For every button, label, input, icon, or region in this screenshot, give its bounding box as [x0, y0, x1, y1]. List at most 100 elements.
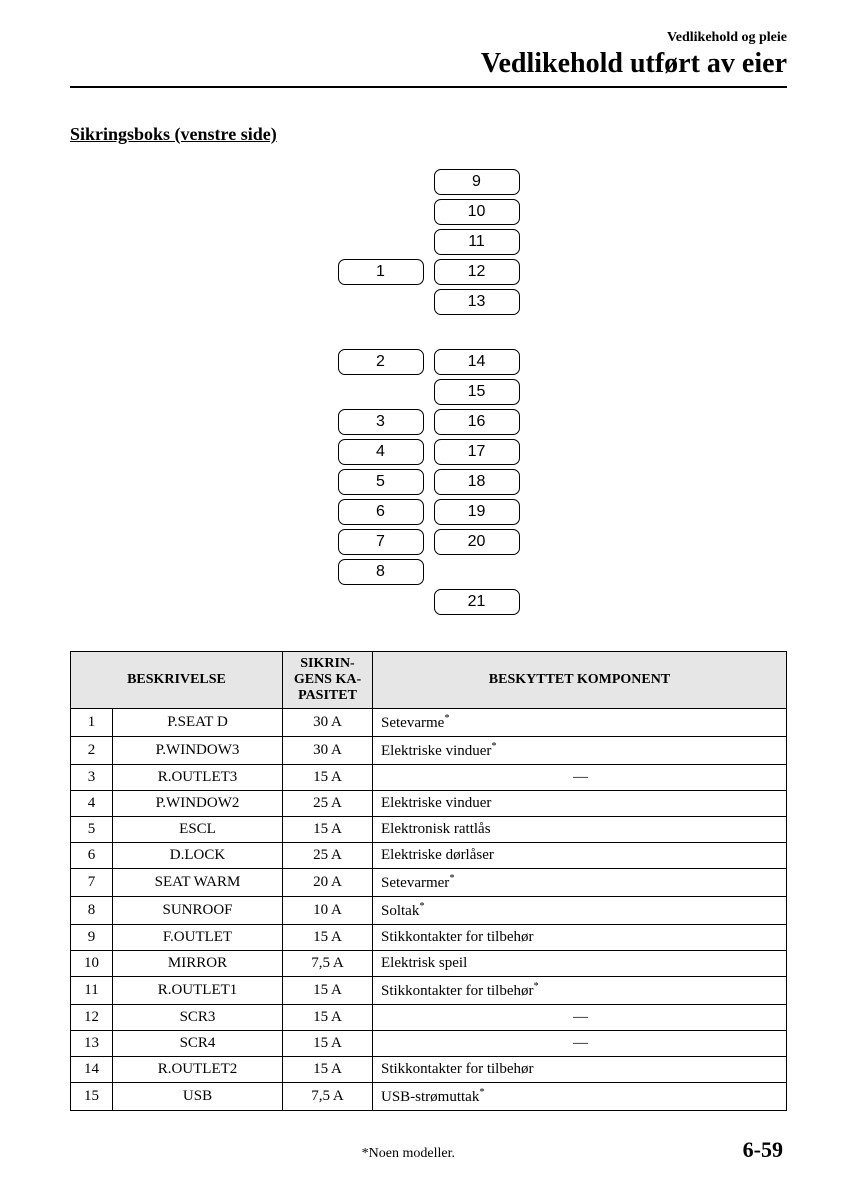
fuse-number: 6 — [71, 843, 113, 869]
fuse-slot: 10 — [434, 199, 520, 225]
fuse-number: 12 — [71, 1005, 113, 1031]
fuse-component: Soltak* — [373, 897, 787, 925]
footnote: *Noen modeller. — [362, 1146, 455, 1162]
fuse-slot: 1 — [338, 259, 424, 285]
header-divider — [70, 86, 787, 88]
fuse-capacity: 25 A — [283, 791, 373, 817]
fuse-component: Elektrisk speil — [373, 951, 787, 977]
fuse-number: 7 — [71, 869, 113, 897]
fuse-capacity: 15 A — [283, 925, 373, 951]
fuse-slot: 14 — [434, 349, 520, 375]
fuse-slot: 17 — [434, 439, 520, 465]
fuse-number: 11 — [71, 977, 113, 1005]
page-title: Vedlikehold utført av eier — [70, 48, 787, 80]
fuse-slot: 3 — [338, 409, 424, 435]
fuse-number: 3 — [71, 765, 113, 791]
fuse-number: 15 — [71, 1083, 113, 1111]
fusebox-diagram: 910111121321415316417518619720821 — [70, 169, 787, 615]
fuse-capacity: 7,5 A — [283, 1083, 373, 1111]
table-row: 5ESCL15 AElektronisk rattlås — [71, 817, 787, 843]
fuse-component: Elektronisk rattlås — [373, 817, 787, 843]
col-header-component: BESKYTTET KOMPONENT — [373, 652, 787, 709]
fuse-capacity: 25 A — [283, 843, 373, 869]
fuse-description: P.SEAT D — [113, 709, 283, 737]
fuse-description: F.OUTLET — [113, 925, 283, 951]
fuse-component: Setevarme* — [373, 709, 787, 737]
fuse-description: R.OUTLET2 — [113, 1057, 283, 1083]
fuse-component: Stikkontakter for tilbehør* — [373, 977, 787, 1005]
section-heading: Sikringsboks (venstre side) — [70, 124, 787, 145]
fuse-slot: 20 — [434, 529, 520, 555]
fuse-description: D.LOCK — [113, 843, 283, 869]
fuse-number: 14 — [71, 1057, 113, 1083]
col-header-capacity: SIKRIN-GENS KA-PASITET — [283, 652, 373, 709]
fuse-slot: 18 — [434, 469, 520, 495]
col-header-description: BESKRIVELSE — [71, 652, 283, 709]
fuse-capacity: 10 A — [283, 897, 373, 925]
fuse-slot: 9 — [434, 169, 520, 195]
table-row: 8SUNROOF10 ASoltak* — [71, 897, 787, 925]
fuse-description: P.WINDOW3 — [113, 737, 283, 765]
table-header-row: BESKRIVELSE SIKRIN-GENS KA-PASITET BESKY… — [71, 652, 787, 709]
fuse-slot: 12 — [434, 259, 520, 285]
fuse-slot: 6 — [338, 499, 424, 525]
fuse-capacity: 20 A — [283, 869, 373, 897]
fuse-description: SCR3 — [113, 1005, 283, 1031]
fuse-description: R.OUTLET1 — [113, 977, 283, 1005]
fuse-number: 13 — [71, 1031, 113, 1057]
fuse-description: SUNROOF — [113, 897, 283, 925]
table-row: 6D.LOCK25 AElektriske dørlåser — [71, 843, 787, 869]
page-number: 6-59 — [743, 1137, 783, 1163]
table-row: 12SCR315 A― — [71, 1005, 787, 1031]
fuse-number: 10 — [71, 951, 113, 977]
fuse-component: Elektriske vinduer — [373, 791, 787, 817]
fuse-number: 2 — [71, 737, 113, 765]
fuse-capacity: 30 A — [283, 737, 373, 765]
fuse-slot: 2 — [338, 349, 424, 375]
fuse-slot: 16 — [434, 409, 520, 435]
fuse-component: Elektriske dørlåser — [373, 843, 787, 869]
fuse-component: Elektriske vinduer* — [373, 737, 787, 765]
fuse-slot: 19 — [434, 499, 520, 525]
fuse-slot: 15 — [434, 379, 520, 405]
fuse-slot: 5 — [338, 469, 424, 495]
fuse-number: 5 — [71, 817, 113, 843]
fuse-capacity: 15 A — [283, 817, 373, 843]
fuse-table: BESKRIVELSE SIKRIN-GENS KA-PASITET BESKY… — [70, 651, 787, 1111]
fuse-capacity: 15 A — [283, 1057, 373, 1083]
fuse-component: ― — [373, 765, 787, 791]
fuse-description: SEAT WARM — [113, 869, 283, 897]
fuse-number: 4 — [71, 791, 113, 817]
fuse-component: Setevarmer* — [373, 869, 787, 897]
table-row: 13SCR415 A― — [71, 1031, 787, 1057]
table-row: 14R.OUTLET215 AStikkontakter for tilbehø… — [71, 1057, 787, 1083]
fuse-slot: 11 — [434, 229, 520, 255]
fuse-slot: 21 — [434, 589, 520, 615]
fuse-description: MIRROR — [113, 951, 283, 977]
table-row: 10MIRROR7,5 AElektrisk speil — [71, 951, 787, 977]
fuse-capacity: 15 A — [283, 977, 373, 1005]
fuse-capacity: 30 A — [283, 709, 373, 737]
page-footer: *Noen modeller. 6-59 — [70, 1137, 787, 1163]
breadcrumb: Vedlikehold og pleie — [70, 30, 787, 46]
page: Vedlikehold og pleie Vedlikehold utført … — [0, 0, 847, 1193]
fuse-capacity: 7,5 A — [283, 951, 373, 977]
fuse-description: SCR4 — [113, 1031, 283, 1057]
fuse-description: P.WINDOW2 — [113, 791, 283, 817]
fuse-component: Stikkontakter for tilbehør — [373, 925, 787, 951]
fuse-component: Stikkontakter for tilbehør — [373, 1057, 787, 1083]
fuse-number: 8 — [71, 897, 113, 925]
fuse-description: ESCL — [113, 817, 283, 843]
fuse-description: R.OUTLET3 — [113, 765, 283, 791]
fuse-capacity: 15 A — [283, 1031, 373, 1057]
table-row: 1P.SEAT D30 ASetevarme* — [71, 709, 787, 737]
fuse-component: ― — [373, 1005, 787, 1031]
table-row: 9F.OUTLET15 AStikkontakter for tilbehør — [71, 925, 787, 951]
fuse-capacity: 15 A — [283, 765, 373, 791]
fuse-number: 9 — [71, 925, 113, 951]
fuse-slot: 13 — [434, 289, 520, 315]
fuse-slot: 8 — [338, 559, 424, 585]
table-row: 7SEAT WARM20 ASetevarmer* — [71, 869, 787, 897]
page-header: Vedlikehold og pleie Vedlikehold utført … — [70, 30, 787, 80]
fuse-component: USB-strømuttak* — [373, 1083, 787, 1111]
